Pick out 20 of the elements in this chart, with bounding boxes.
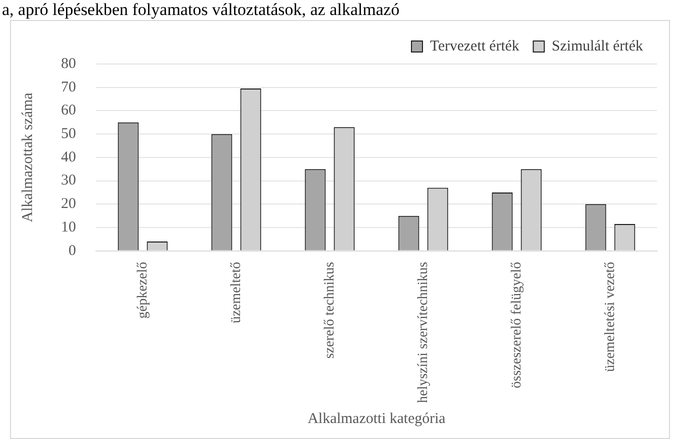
y-tick-label: 30 (61, 172, 76, 189)
y-axis-title: Alkalmazottak száma (20, 92, 36, 222)
x-tick-label: gépkezelő (135, 262, 150, 319)
x-tick-label: helyszíni szervítechnikus (416, 262, 431, 404)
legend-label: Tervezett érték (430, 38, 520, 54)
x-tick-label: üzemeltető (228, 262, 244, 324)
y-tick-label: 60 (61, 102, 76, 119)
x-tick-label: szerelő technikus (322, 262, 338, 359)
y-tick-label: 50 (61, 126, 76, 142)
x-tick-label: üzemeltetési vezető (602, 262, 618, 372)
y-tick-label: 80 (61, 56, 76, 72)
x-axis-title: Alkalmazotti kategória (308, 410, 446, 427)
y-tick-label: 40 (61, 149, 76, 166)
legend-label: Szimulált érték (552, 38, 644, 54)
y-tick-label: 0 (68, 242, 76, 259)
y-tick-label: 70 (61, 79, 76, 96)
x-tick-label: összeszerelő felügyelő (509, 262, 524, 388)
text: a, apró lépésekben folyamatos változtatások, az alkalmazó (1, 0, 400, 20)
y-tick-label: 10 (61, 219, 76, 236)
y-tick-label: 20 (61, 196, 76, 212)
